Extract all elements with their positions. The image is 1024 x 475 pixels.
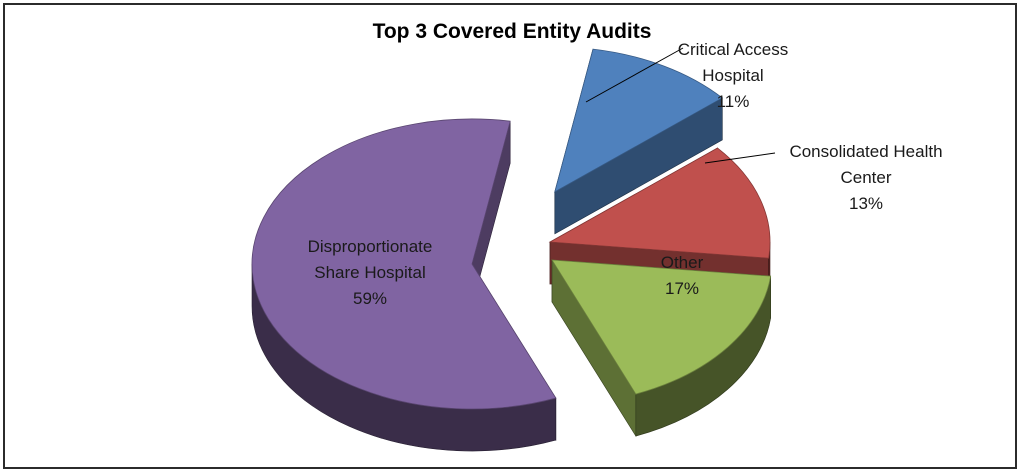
slice-label: Other 17% (661, 253, 704, 298)
slice-value-label: 17% (665, 279, 699, 298)
chart-title: Top 3 Covered Entity Audits (373, 20, 652, 43)
slice-category-label: Center (840, 168, 891, 187)
pie-slice-other (551, 258, 772, 438)
slice-value-label: 59% (353, 289, 387, 308)
slice-value-label: 13% (849, 194, 883, 213)
slice-label: Critical Access Hospital 11% (585, 40, 789, 111)
slice-category-label: Share Hospital (314, 263, 426, 282)
slice-value-label: 11% (717, 92, 750, 111)
pie-slice-disproportionate-share-hospital (251, 118, 557, 452)
slice-label: Consolidated Health Center 13% (704, 142, 943, 213)
pie-slice-critical-access-hospital (554, 48, 724, 235)
slice-label: Disproportionate Share Hospital 59% (308, 237, 433, 308)
slice-category-label: Hospital (702, 66, 763, 85)
slice-category-label: Disproportionate (308, 237, 433, 256)
slice-category-label: Critical Access (678, 40, 789, 59)
slice-category-label: Consolidated Health (789, 142, 942, 161)
slice-category-label: Other (661, 253, 704, 272)
